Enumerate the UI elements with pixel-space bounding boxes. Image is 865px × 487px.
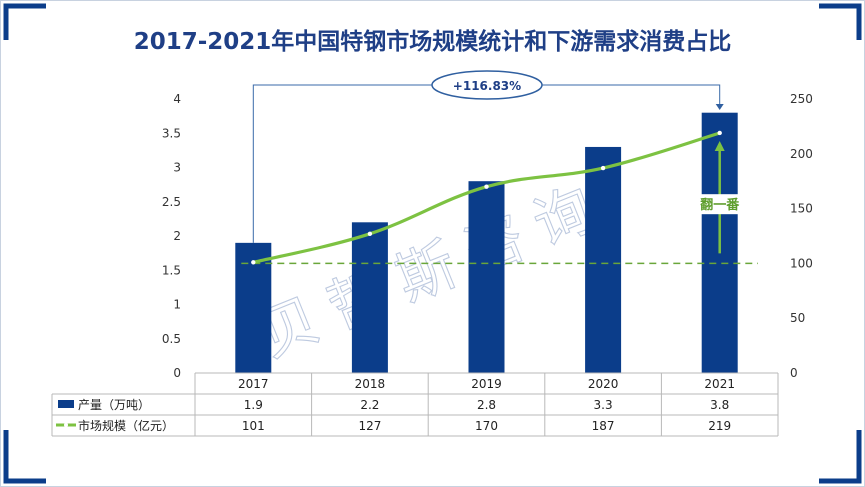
double-label-bg bbox=[693, 194, 746, 215]
table-value-bar: 2.2 bbox=[360, 398, 379, 412]
bar bbox=[468, 181, 505, 373]
table-value-line: 219 bbox=[708, 419, 731, 433]
frame-corner-br bbox=[819, 430, 862, 484]
watermark: 贝哲斯咨询 bbox=[249, 168, 618, 370]
legend-key-point bbox=[64, 423, 68, 427]
table-value-bar: 2.8 bbox=[477, 398, 496, 412]
right-axis-tick-label: 250 bbox=[790, 92, 813, 106]
line-point bbox=[367, 231, 373, 237]
line-point bbox=[600, 165, 606, 171]
left-axis-tick-label: 0.5 bbox=[162, 332, 181, 346]
right-axis-tick-label: 0 bbox=[790, 366, 798, 380]
right-axis-tick-label: 100 bbox=[790, 256, 813, 270]
annotations: +116.83% 翻一番 bbox=[252, 70, 746, 254]
growth-label: +116.83% bbox=[453, 79, 521, 93]
bar-series bbox=[235, 112, 738, 373]
left-axis-tick-label: 1 bbox=[173, 298, 181, 312]
line-point bbox=[717, 130, 722, 136]
category-label: 2021 bbox=[704, 377, 735, 391]
right-axis-tick-label: 50 bbox=[790, 311, 805, 325]
table-value-bar: 3.3 bbox=[594, 398, 613, 412]
left-axis-tick-label: 2 bbox=[173, 229, 181, 243]
growth-ellipse bbox=[431, 70, 543, 100]
table-value-bar: 1.9 bbox=[244, 398, 263, 412]
frame-corner-tl bbox=[3, 3, 46, 40]
table-value-line: 170 bbox=[475, 419, 498, 433]
right-axis-tick-label: 200 bbox=[790, 147, 813, 161]
double-arrowhead bbox=[714, 140, 725, 151]
data-table: 2017 2018 2019 2020 2021 产量（万吨） 市场规模（亿元） 1.9 2.2… bbox=[51, 372, 779, 437]
table-value-bar: 3.8 bbox=[710, 398, 729, 412]
left-axis-tick-label: 2.5 bbox=[162, 195, 181, 209]
table-value-line: 187 bbox=[592, 419, 615, 433]
bar bbox=[351, 222, 388, 373]
right-axis-tick-label: 150 bbox=[790, 202, 813, 216]
line-point bbox=[251, 260, 256, 265]
frame-corner-bl bbox=[3, 430, 46, 484]
category-label: 2020 bbox=[588, 377, 619, 391]
category-label: 2018 bbox=[355, 377, 386, 391]
legend-label-line: 市场规模（亿元） bbox=[78, 418, 174, 433]
double-label: 翻一番 bbox=[700, 197, 740, 213]
chart-title: 2017-2021年中国特钢市场规模统计和下游需求消费占比 bbox=[133, 29, 732, 55]
table-value-line: 127 bbox=[358, 419, 381, 433]
left-axis-tick-label: 3 bbox=[173, 161, 181, 175]
category-label: 2017 bbox=[238, 377, 269, 391]
left-axis-tick-label: 0 bbox=[173, 366, 181, 380]
growth-arrowhead bbox=[715, 104, 724, 110]
frame-corner-tr bbox=[819, 3, 862, 40]
legend-key-bar bbox=[58, 400, 74, 408]
category-label: 2019 bbox=[471, 377, 502, 391]
bar bbox=[235, 242, 272, 373]
left-axis-tick-label: 4 bbox=[173, 92, 181, 106]
left-axis-tick-label: 3.5 bbox=[162, 126, 181, 140]
line-point bbox=[484, 184, 489, 189]
table-value-line: 101 bbox=[242, 419, 265, 433]
bar bbox=[585, 146, 622, 373]
legend-label-bar: 产量（万吨） bbox=[78, 398, 150, 412]
axes: 0 0.5 1 1.5 2 2.5 3 3.5 4 0 50 100 150 200 250 bbox=[162, 92, 813, 380]
line-series bbox=[251, 130, 722, 265]
left-axis-tick-label: 1.5 bbox=[162, 263, 181, 277]
